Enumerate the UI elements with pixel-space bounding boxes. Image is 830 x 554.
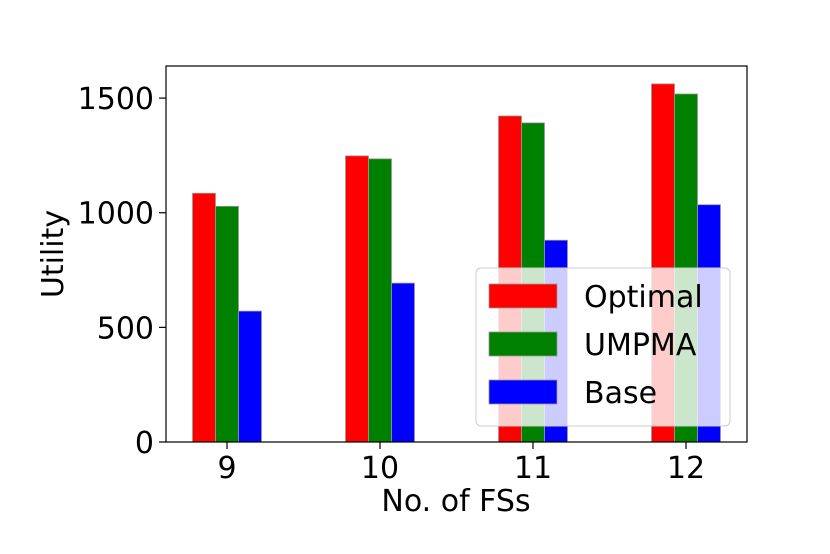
- bar-base-10: [391, 282, 415, 443]
- bar-umpma-9: [215, 205, 239, 443]
- plot-frame: [165, 65, 748, 443]
- y-tick-label: 1500: [78, 82, 154, 117]
- legend-label-umpma: UMPMA: [584, 328, 697, 363]
- x-tick-label: 12: [667, 451, 705, 486]
- legend-swatch-umpma: [488, 331, 558, 357]
- y-axis-label: Utility: [36, 210, 71, 298]
- legend-label-base: Base: [584, 376, 657, 411]
- x-tick-label: 11: [514, 451, 552, 486]
- bar-umpma-10: [368, 158, 392, 443]
- legend-swatch-optimal: [488, 283, 558, 309]
- bar-optimal-10: [345, 155, 369, 443]
- bar-base-9: [238, 310, 262, 443]
- x-tick-label: 10: [361, 451, 399, 486]
- x-tick-label: 9: [217, 451, 236, 486]
- y-tick-label: 500: [97, 311, 154, 346]
- x-axis-label: No. of FSs: [381, 484, 530, 519]
- y-tick-label: 0: [135, 426, 154, 461]
- legend-label-optimal: Optimal: [584, 280, 703, 315]
- legend: Optimal UMPMA Base: [475, 267, 731, 427]
- legend-swatch-base: [488, 379, 558, 405]
- x-axis: 9 10 11 12: [217, 442, 705, 486]
- bar-optimal-9: [192, 192, 216, 443]
- y-axis: 0 500 1000 1500: [78, 82, 166, 461]
- y-tick-label: 1000: [78, 197, 154, 232]
